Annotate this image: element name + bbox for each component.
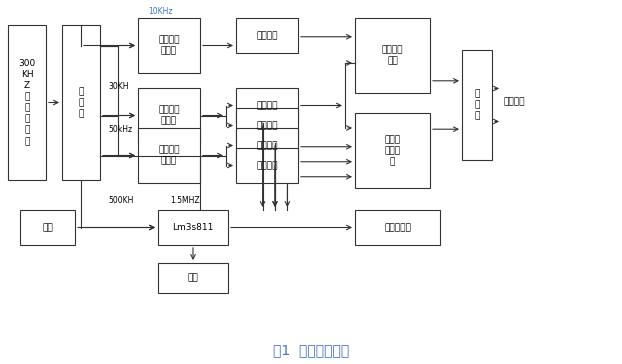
Text: 图1  总体设计框图: 图1 总体设计框图 — [273, 343, 349, 357]
Text: 30KH: 30KH — [108, 82, 129, 91]
Text: 300
KH
Z
方
波
振
荡
器: 300 KH Z 方 波 振 荡 器 — [19, 59, 35, 146]
Bar — [20, 210, 75, 245]
Text: 波形合成: 波形合成 — [504, 98, 526, 107]
Bar — [138, 128, 200, 183]
Bar — [236, 128, 298, 163]
Bar — [236, 108, 298, 143]
Bar — [355, 18, 430, 93]
Text: 调理电路: 调理电路 — [256, 121, 278, 130]
Text: 调理电路: 调理电路 — [256, 141, 278, 150]
Bar — [8, 25, 46, 180]
Text: 10KHz: 10KHz — [148, 7, 172, 16]
Bar — [236, 148, 298, 183]
Text: 有源低通
滤波器: 有源低通 滤波器 — [158, 106, 180, 126]
Text: 有源低通
滤波器: 有源低通 滤波器 — [158, 146, 180, 166]
Bar — [158, 263, 228, 293]
Text: 峰值检测电: 峰值检测电 — [384, 223, 411, 232]
Text: 加
法
器: 加 法 器 — [475, 90, 480, 120]
Bar — [138, 88, 200, 143]
Bar — [355, 210, 440, 245]
Bar — [236, 18, 298, 53]
Bar — [462, 50, 492, 160]
Text: 键盘: 键盘 — [42, 223, 53, 232]
Text: 50kHz: 50kHz — [108, 125, 132, 134]
Text: 1.5MHZ: 1.5MHZ — [170, 196, 200, 205]
Text: 调理电路: 调理电路 — [256, 31, 278, 40]
Bar — [355, 113, 430, 188]
Bar — [158, 210, 228, 245]
Text: 调理电路: 调理电路 — [256, 101, 278, 110]
Bar — [62, 25, 100, 180]
Bar — [138, 18, 200, 73]
Text: 分
频
器: 分 频 器 — [78, 87, 84, 118]
Text: 有源低通
滤波器: 有源低通 滤波器 — [158, 35, 180, 56]
Text: 三角波
产生电
路: 三角波 产生电 路 — [384, 135, 401, 166]
Text: 500KH: 500KH — [108, 196, 133, 205]
Text: 调理电路: 调理电路 — [256, 161, 278, 170]
Bar — [236, 88, 298, 123]
Text: Lm3s811: Lm3s811 — [172, 223, 214, 232]
Text: 显示: 显示 — [188, 273, 198, 282]
Text: 方波产生
电路: 方波产生 电路 — [382, 46, 403, 66]
